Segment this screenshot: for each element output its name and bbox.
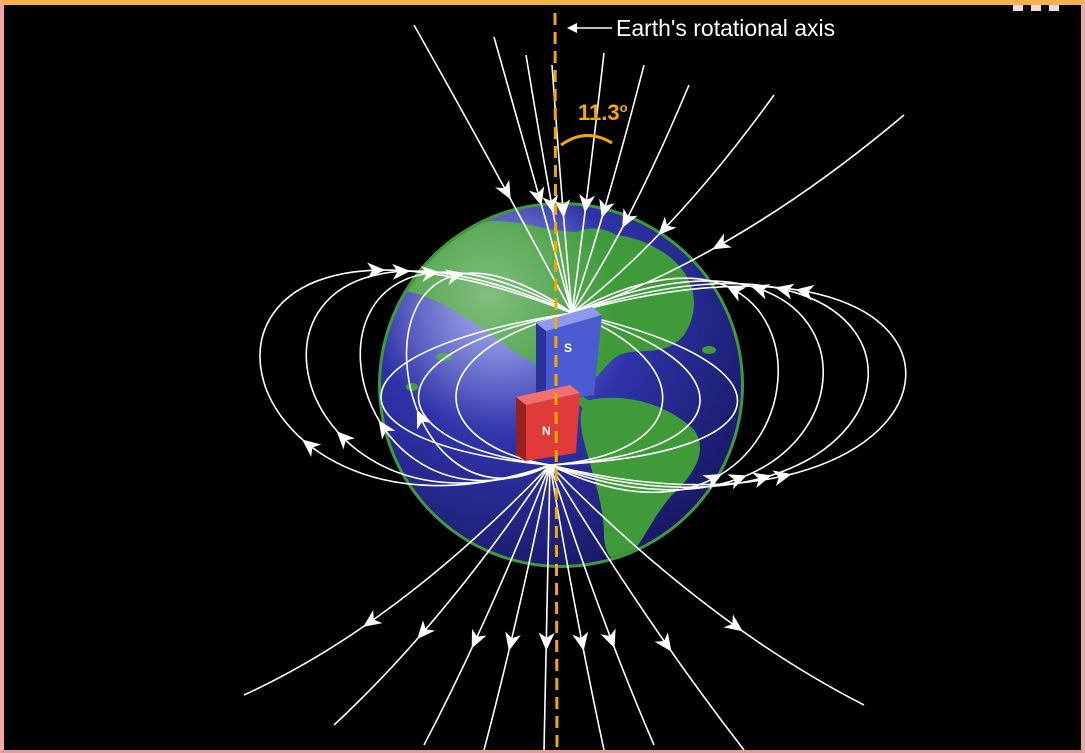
field-line [525,54,573,314]
bar-magnet-icon: S N [516,307,602,461]
field-line [549,312,664,466]
field-line [549,464,655,746]
corner-decoration [1049,5,1059,11]
field-arrow-icon [538,632,555,651]
field-line [333,464,551,726]
field-line [549,285,907,486]
field-arrow-icon [444,269,465,286]
field-arrow-icon [702,473,723,490]
field-arrow-icon [554,199,571,218]
field-line [549,280,824,491]
field-arrow-icon [572,631,589,651]
field-line [483,464,551,750]
field-line [380,312,573,466]
field-arrow-icon [420,265,440,282]
field-arrow-icon [579,193,596,213]
magnet-side-north [516,397,526,461]
field-arrow-icon [727,474,747,490]
field-arrow-icon [302,439,322,458]
corner-decoration [1013,5,1023,11]
magnet-side-south [536,323,546,403]
magnet-top-face [536,307,602,331]
magnet-mid-face [516,385,580,405]
field-line [571,114,905,314]
field-arrow-icon [795,284,815,301]
field-line [493,36,573,314]
field-arrow-icon [599,198,615,219]
field-arrow-icon [712,233,732,250]
field-line [549,282,869,488]
field-arrow-icon [416,409,432,430]
field-arrow-icon [723,614,743,632]
field-line [405,272,573,479]
field-arrow-icon [658,216,677,236]
field-line [549,277,779,493]
field-arrow-icon [417,620,436,640]
field-line [423,464,551,746]
field-line [571,84,690,314]
field-arrow-icon [528,186,545,206]
corner-decoration [1031,5,1041,11]
field-arrow-icon [726,285,747,302]
field-arrow-icon [750,284,771,300]
field-arrow-icon [392,263,411,280]
field-line [243,464,551,696]
field-line [549,464,865,706]
field-arrow-icon [600,628,616,649]
field-arrow-icon [622,208,638,228]
field-arrow-icon [471,628,487,649]
angle-label: 11.3o [578,100,628,125]
magnet-north-pole [526,393,580,461]
diagram-canvas: S N Earth's rotational axis 11.3o [243,12,907,750]
field-line [549,464,605,750]
field-line [549,464,745,750]
field-arrow-icon [505,631,521,651]
magnet-south-label: S [564,341,572,355]
field-arrow-icon [367,262,386,279]
field-arrow-icon [654,632,672,652]
field-arrow-icon [363,610,383,627]
field-arrow-icon [336,431,355,450]
field-line [413,24,573,314]
magnet-north-label: N [542,424,551,438]
angle-arc [560,134,613,147]
axis-pointer-arrowhead [567,23,577,33]
field-line [543,464,551,750]
field-arrow-icon [378,420,396,440]
rotational-axis-line [553,12,559,750]
field-arrow-icon [495,179,511,200]
field-lines [243,24,907,750]
field-line [571,94,775,314]
field-line [549,312,739,466]
field-line [549,312,701,466]
field-line [417,312,573,466]
field-line [455,312,573,466]
field-arrow-icon [772,470,792,486]
field-line [571,64,645,314]
axis-caption: Earth's rotational axis [616,15,835,41]
field-line [571,52,605,314]
magnet-south-pole [546,315,602,403]
